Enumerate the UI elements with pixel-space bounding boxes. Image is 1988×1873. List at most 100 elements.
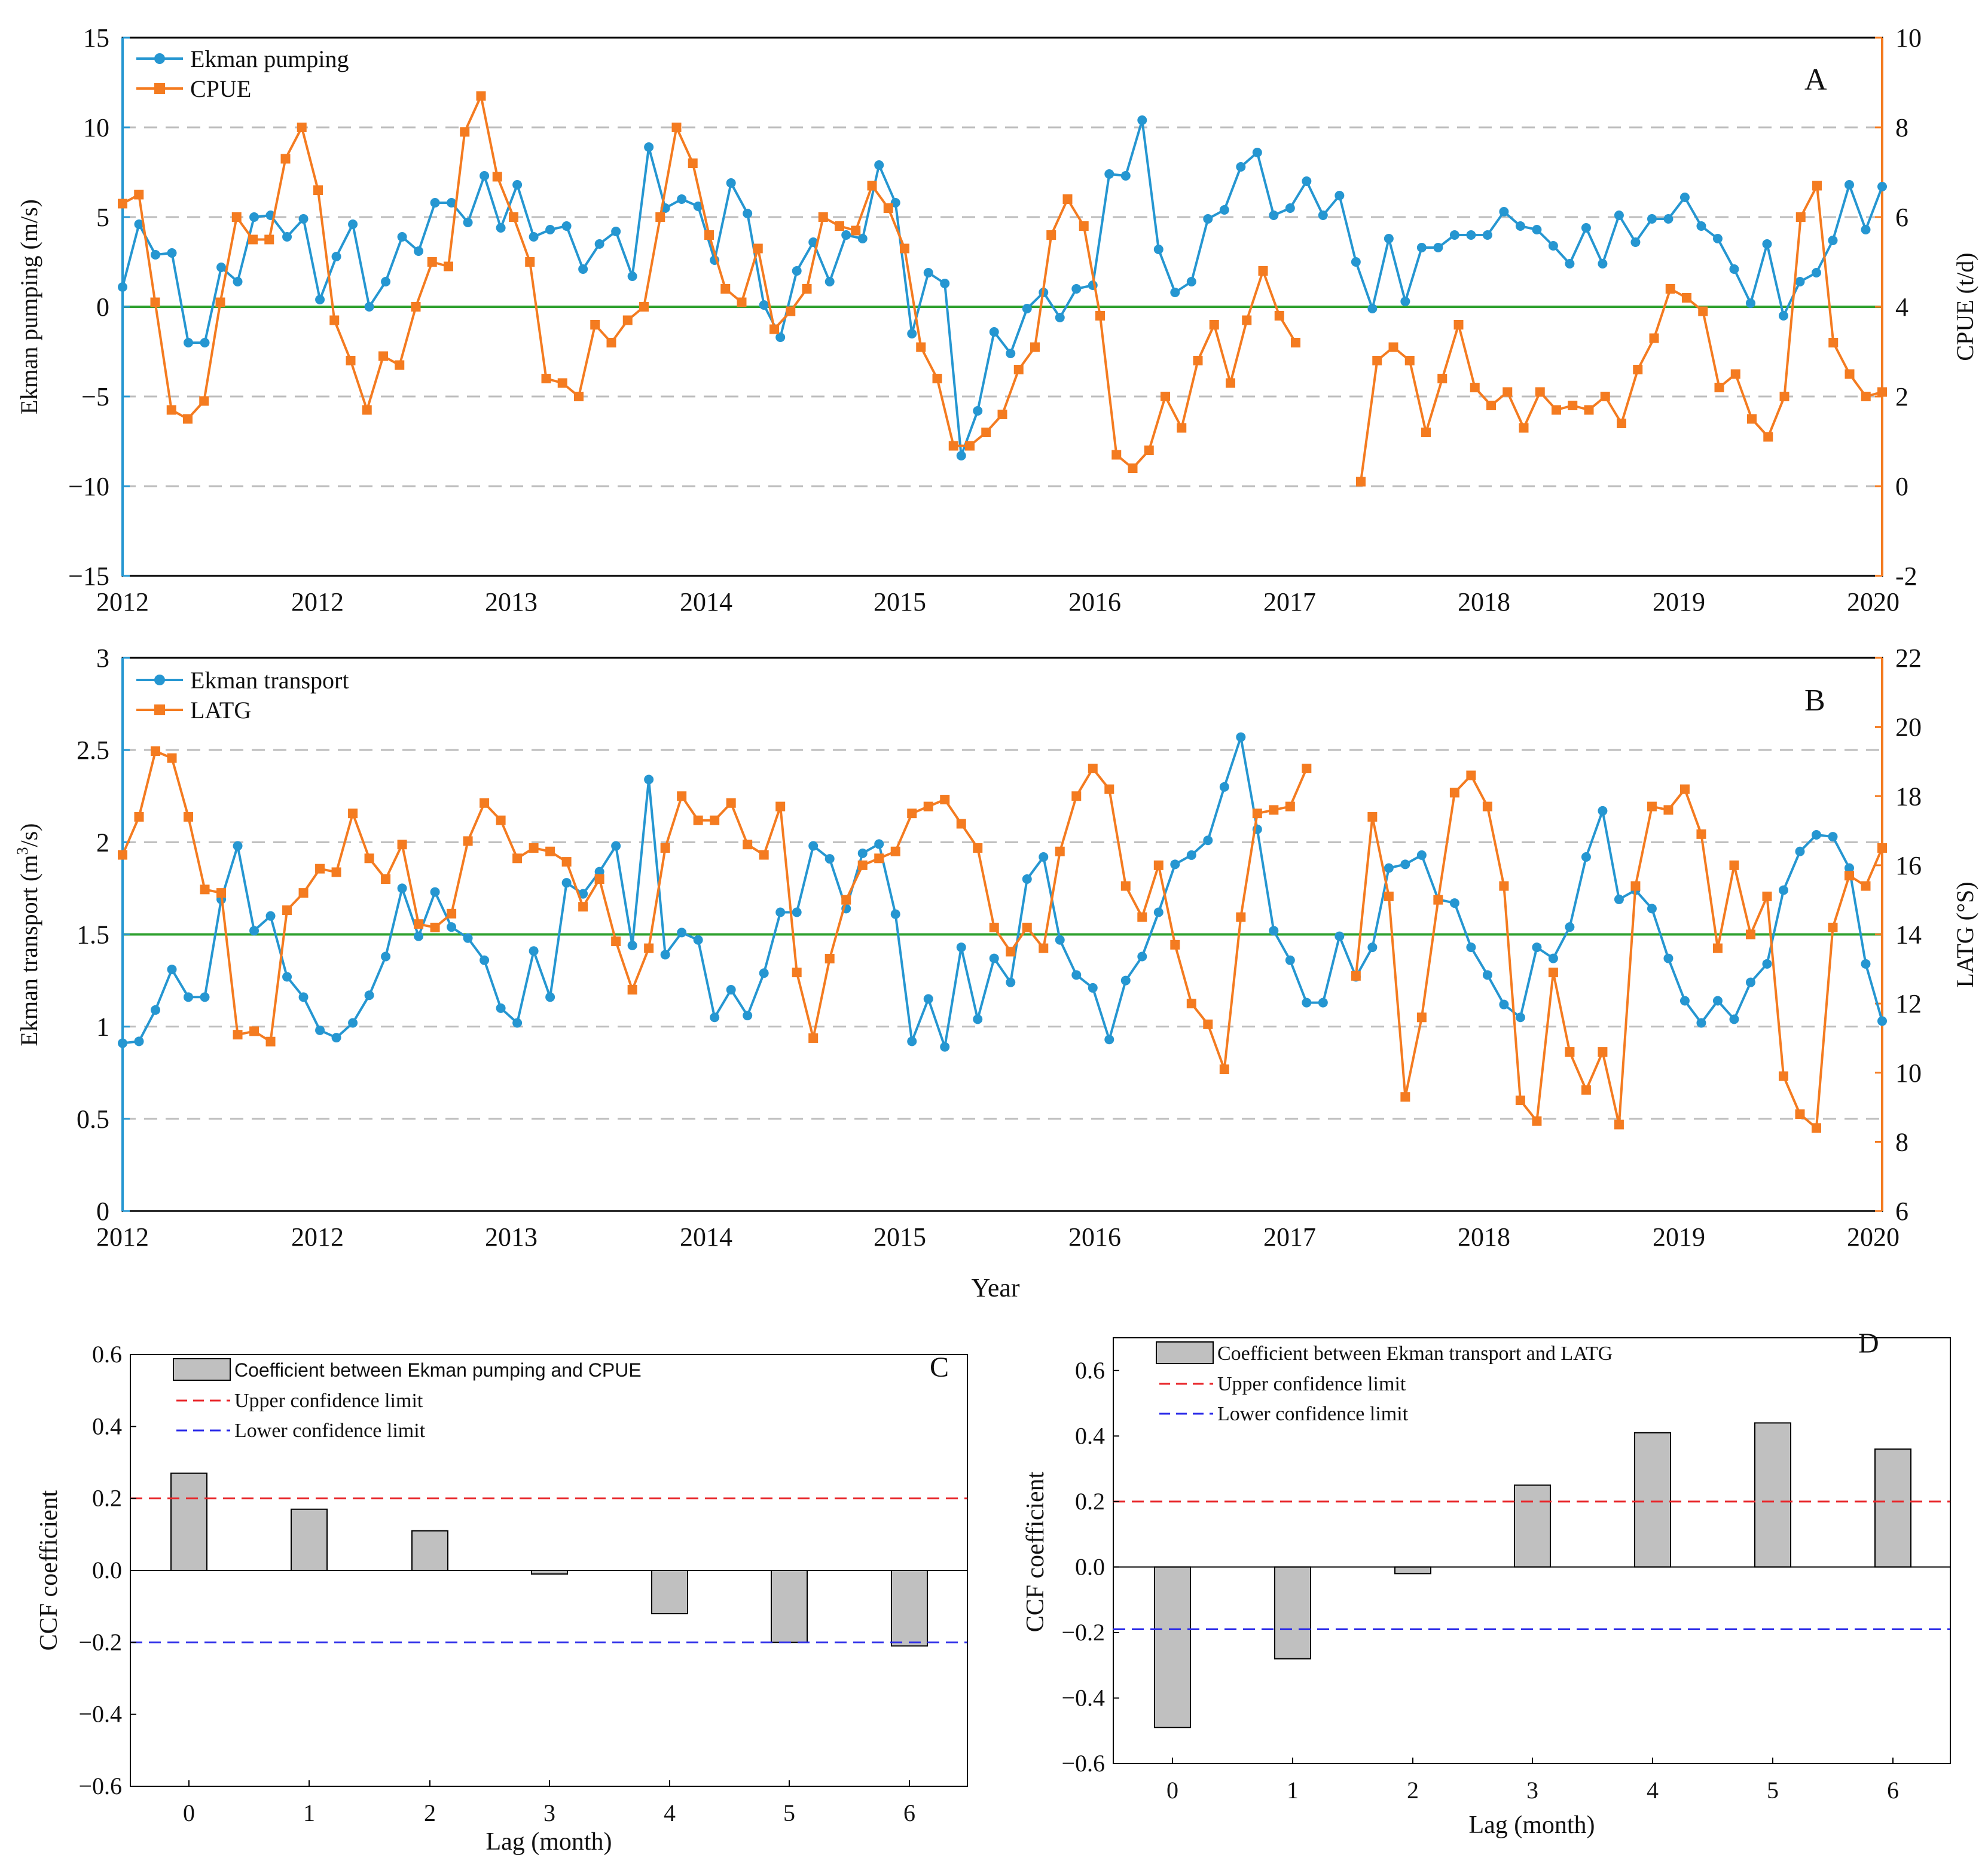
- panel-b-chart: 0 0.5 1 1.5 2 2.5 3 6 8 10 12 14 16 18 20 22 2012 2012 201…: [14, 643, 1978, 1302]
- latg-point-6: [216, 888, 227, 898]
- cpue-point-50: [932, 374, 942, 383]
- cpue-point-90: [1584, 405, 1594, 415]
- cpue-point-21: [460, 127, 470, 137]
- ekman-transport-point-11: [298, 992, 309, 1002]
- cpue-point-47: [883, 203, 893, 213]
- ekman-transport-point-87: [1548, 953, 1558, 963]
- left-tick-label-4: 5: [96, 203, 109, 232]
- latg-point-97: [1712, 943, 1723, 953]
- y-tick-label-5: 0.4: [92, 1413, 122, 1439]
- ekman-transport-point-27: [561, 878, 572, 888]
- cpue-point-84: [1486, 401, 1496, 410]
- panel-d-y-label: CCF coefficient: [1022, 1471, 1049, 1632]
- y-tick-label-5: 0.4: [1075, 1422, 1105, 1449]
- ekman-pumping-point-97: [1712, 234, 1723, 243]
- ekman-transport-point-17: [397, 883, 407, 893]
- latg-point-36: [710, 815, 720, 825]
- cpue-point-28: [574, 392, 584, 401]
- ekman-pumping-point-68: [1236, 162, 1246, 172]
- cpue-point-52: [965, 441, 975, 451]
- ekman-transport-point-85: [1515, 1012, 1525, 1023]
- cpue-point-70: [1258, 266, 1268, 276]
- ekman-transport-point-56: [1039, 852, 1049, 862]
- ekman-transport-point-10: [282, 972, 292, 982]
- ekman-pumping-point-17: [397, 232, 407, 242]
- ekman-transport-point-62: [1137, 951, 1147, 962]
- right-tick-label-2: 2: [1895, 382, 1908, 411]
- cpue-point-32: [639, 302, 649, 312]
- right-tick-label-3: 4: [1895, 292, 1908, 322]
- legend-ekman-pumping-marker: [154, 53, 165, 64]
- panel-c-legend: Coefficient between Ekman pumping and CP…: [173, 1358, 642, 1442]
- latg-point-26: [545, 846, 555, 856]
- cpue-point-53: [981, 428, 991, 437]
- ekman-transport-point-60: [1104, 1035, 1114, 1045]
- cpue-point-23: [492, 172, 502, 182]
- x-tick-label-4: 2015: [874, 1222, 926, 1252]
- cpue-point-93: [1633, 365, 1643, 374]
- ekman-pumping-line: [121, 119, 1883, 457]
- ekman-transport-point-72: [1302, 997, 1312, 1008]
- panel-a-legend: Ekman pumping CPUE: [136, 45, 349, 102]
- cpue-point-37: [720, 284, 731, 294]
- cpue-point-27: [557, 378, 567, 388]
- ekman-pumping-point-22: [480, 171, 490, 181]
- ekman-transport-point-95: [1679, 996, 1690, 1006]
- ekman-pumping-point-66: [1203, 214, 1213, 224]
- latg-point-42: [808, 1033, 819, 1043]
- cpue-point-38: [737, 297, 747, 307]
- ekman-transport-point-40: [775, 907, 786, 917]
- latg-point-70: [1269, 805, 1279, 815]
- cpue-point-58: [1062, 194, 1073, 204]
- x-tick-label-2: 2013: [485, 1222, 538, 1252]
- bar-lag-4: [651, 1570, 688, 1615]
- ekman-transport-point-54: [1006, 977, 1016, 987]
- ekman-pumping-point-4: [184, 338, 194, 347]
- ekman-pumping-point-69: [1252, 148, 1262, 157]
- latg-point-5: [200, 884, 210, 895]
- ekman-transport-point-76: [1367, 942, 1378, 953]
- ekman-pumping-point-20: [447, 198, 457, 208]
- latg-point-102: [1795, 1109, 1805, 1119]
- x-tick-label-4: 4: [664, 1799, 676, 1826]
- left-tick-label-0: −15: [68, 562, 109, 591]
- ekman-transport-point-2: [151, 1005, 161, 1015]
- ekman-pumping-point-57: [1055, 313, 1065, 322]
- latg-point-101: [1778, 1071, 1788, 1081]
- latg-point-66: [1203, 1019, 1213, 1029]
- latg-point-72: [1302, 764, 1312, 773]
- left-tick-label-5: 2.5: [77, 736, 109, 765]
- ekman-transport-point-9: [265, 911, 276, 921]
- latg-point-21: [463, 836, 473, 846]
- latg-point-44: [841, 895, 851, 905]
- cpue-point-54: [997, 410, 1007, 419]
- panel-a-axes: −15 −10 −5 0 5 10 15 -2 0 2 4 6 8 10 2012 2012 2013 2014 2…: [68, 23, 1922, 617]
- cpue-point-67: [1209, 320, 1219, 330]
- left-tick-label-2: 1: [96, 1012, 109, 1042]
- cpue-point-56: [1030, 342, 1040, 352]
- ekman-pumping-point-41: [792, 266, 802, 276]
- cpue-point-31: [622, 315, 633, 325]
- ekman-transport-point-66: [1203, 835, 1213, 846]
- latg-point-93: [1647, 801, 1657, 812]
- cpue-point-63: [1144, 446, 1154, 455]
- latg-point-67: [1219, 1064, 1229, 1074]
- latg-point-13: [331, 867, 341, 877]
- ekman-pumping-point-106: [1861, 225, 1871, 234]
- latg-point-56: [1039, 943, 1049, 953]
- x-tick-label-0: 2012: [96, 587, 149, 617]
- x-tick-label-1: 1: [303, 1799, 315, 1826]
- ekman-pumping-point-82: [1466, 230, 1476, 240]
- ekman-transport-point-36: [710, 1012, 720, 1023]
- panel-d-plot: −0.6 −0.4 −0.2 0.0 0.2 0.4 0.6 0 1 2 3 4 5 6: [1061, 1357, 1950, 1804]
- panel-d-x-label: Lag (month): [1468, 1811, 1595, 1839]
- ekman-pumping-point-37: [726, 178, 736, 188]
- y-tick-label-1: −0.4: [1061, 1684, 1105, 1711]
- latg-point-87: [1548, 968, 1558, 978]
- latg-point-81: [1449, 788, 1459, 798]
- x-tick-label-0: 0: [1166, 1777, 1178, 1804]
- panel-a-grid: [123, 126, 1882, 487]
- x-tick-label-3: 2014: [680, 587, 732, 617]
- x-tick-label-8: 2019: [1653, 587, 1705, 617]
- ekman-pumping-point-65: [1186, 277, 1196, 286]
